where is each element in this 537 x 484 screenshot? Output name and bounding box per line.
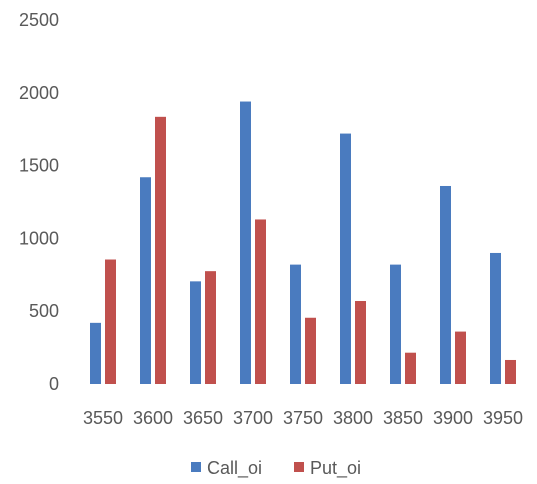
x-axis: 3550 3600 3650 3700 3750 3800 3850 3900 3950	[83, 408, 523, 428]
x-tick-label: 3900	[433, 408, 473, 428]
legend-swatch-call-oi	[191, 462, 201, 472]
bar-call-oi-3600	[140, 177, 151, 384]
bar-call-oi-3900	[440, 185, 451, 384]
bar-call-oi-3700	[240, 101, 251, 384]
bar-put-oi-3950	[505, 359, 516, 384]
bar-put-oi-3550	[105, 259, 116, 384]
y-tick-label: 0	[49, 374, 59, 394]
x-tick-label: 3700	[233, 408, 273, 428]
y-axis: 0 500 1000 1500 2000 2500	[19, 10, 59, 394]
bar-call-oi-3850	[390, 264, 401, 384]
bar-put-oi-3650	[205, 271, 216, 384]
bar-call-oi-3800	[340, 133, 351, 384]
x-tick-label: 3650	[183, 408, 223, 428]
bar-put-oi-3900	[455, 331, 466, 384]
x-tick-label: 3850	[383, 408, 423, 428]
y-tick-label: 1500	[19, 156, 59, 176]
bar-call-oi-3950	[490, 252, 501, 384]
legend-label-put-oi: Put_oi	[310, 458, 361, 479]
legend-swatch-put-oi	[294, 462, 304, 472]
x-tick-label: 3800	[333, 408, 373, 428]
legend: Call_oi Put_oi	[191, 458, 361, 479]
y-tick-label: 500	[29, 301, 59, 321]
legend-label-call-oi: Call_oi	[207, 458, 262, 479]
y-tick-label: 2000	[19, 83, 59, 103]
bar-put-oi-3750	[305, 317, 316, 384]
bar-put-oi-3800	[355, 301, 366, 384]
bar-call-oi-3750	[290, 264, 301, 384]
x-tick-label: 3600	[133, 408, 173, 428]
x-tick-label: 3950	[483, 408, 523, 428]
bar-put-oi-3700	[255, 219, 266, 384]
x-tick-label: 3750	[283, 408, 323, 428]
bar-call-oi-3550	[90, 322, 101, 384]
bar-call-oi-3650	[190, 281, 201, 384]
y-tick-label: 1000	[19, 228, 59, 248]
y-tick-label: 2500	[19, 10, 59, 30]
bar-put-oi-3850	[405, 352, 416, 384]
bar-put-oi-3600	[155, 116, 166, 384]
plot-area	[90, 101, 516, 384]
x-tick-label: 3550	[83, 408, 123, 428]
